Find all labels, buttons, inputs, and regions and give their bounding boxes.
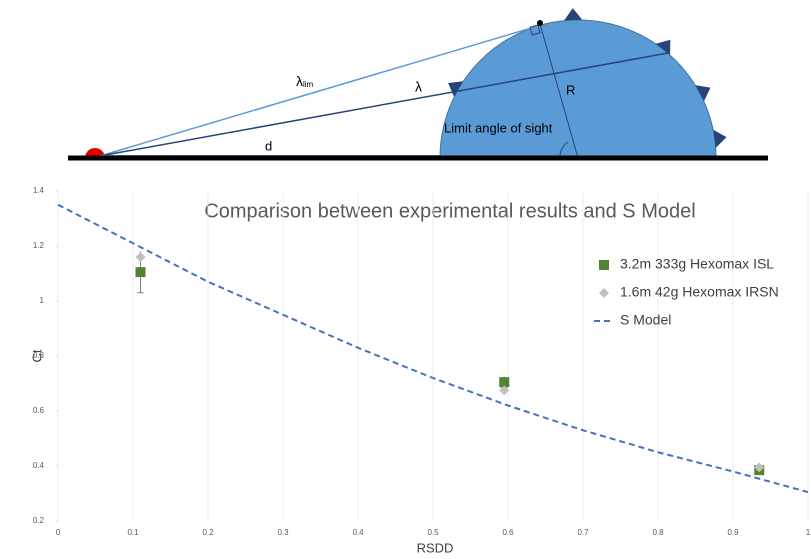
marker-square xyxy=(136,267,146,277)
x-tick-label: 0 xyxy=(56,528,61,537)
y-tick-label: 1.4 xyxy=(33,186,45,195)
diagram: λlim λ R Limit angle of sight d xyxy=(68,8,768,158)
x-tick-label: 0.6 xyxy=(502,528,514,537)
x-tick-label: 0.7 xyxy=(577,528,589,537)
y-tick-label: 0.8 xyxy=(33,351,45,360)
x-tick-label: 0.2 xyxy=(202,528,214,537)
y-tick-label: 1.2 xyxy=(33,241,45,250)
x-tick-label: 0.9 xyxy=(727,528,739,537)
y-tick-label: 0.4 xyxy=(33,461,45,470)
legend-label: 1.6m 42g Hexomax IRSN xyxy=(620,284,779,300)
page: λlim λ R Limit angle of sight d Comparis… xyxy=(0,0,811,559)
distance-label: d xyxy=(265,138,272,153)
tangent-point xyxy=(537,20,543,26)
hemisphere xyxy=(440,20,716,158)
legend-label: 3.2m 333g Hexomax ISL xyxy=(620,256,774,272)
x-tick-label: 0.8 xyxy=(652,528,664,537)
bump xyxy=(564,8,582,20)
legend-label: S Model xyxy=(620,312,671,328)
limit-angle-label: Limit angle of sight xyxy=(444,120,553,135)
radius-label: R xyxy=(566,82,575,97)
x-tick-label: 0.1 xyxy=(127,528,139,537)
y-tick-label: 0.2 xyxy=(33,516,45,525)
x-tick-label: 0.4 xyxy=(352,528,364,537)
x-axis-label: RSDD xyxy=(417,540,454,555)
legend-marker xyxy=(599,260,609,270)
subscript: lim xyxy=(303,80,314,89)
x-tick-label: 0.5 xyxy=(427,528,439,537)
x-tick-label: 1 xyxy=(806,528,811,537)
marker-diamond xyxy=(136,252,146,262)
lambda-lim-label: λlim xyxy=(296,73,314,89)
chart: Comparison between experimental results … xyxy=(29,186,810,555)
lambda-label: λ xyxy=(415,79,422,95)
y-tick-label: 0.6 xyxy=(33,406,45,415)
y-tick-label: 1 xyxy=(40,296,45,305)
x-tick-label: 0.3 xyxy=(277,528,289,537)
legend-marker xyxy=(599,288,609,298)
symbol: λ xyxy=(296,73,303,89)
chart-title: Comparison between experimental results … xyxy=(204,200,695,222)
